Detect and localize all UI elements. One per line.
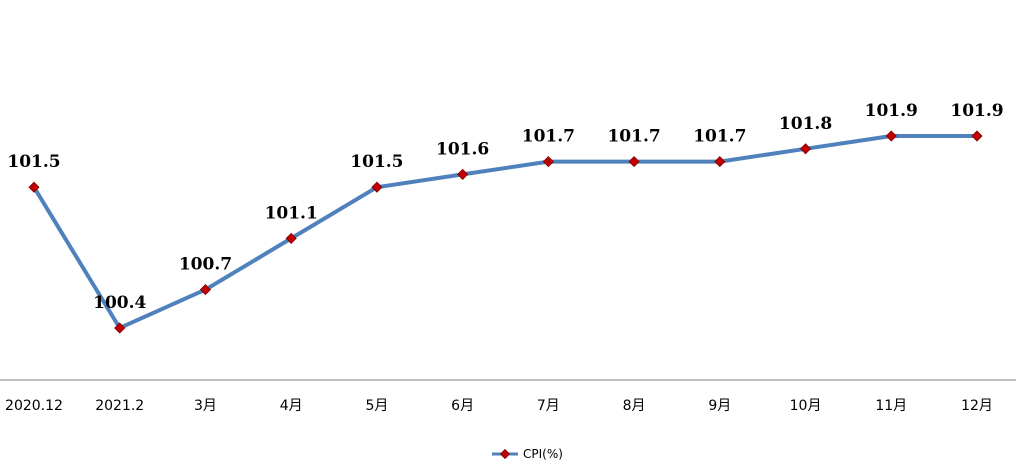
x-tick-label: 10月 — [790, 398, 822, 414]
data-label: 101.1 — [265, 203, 318, 223]
data-label: 100.4 — [93, 293, 146, 313]
x-tick-label: 5月 — [365, 398, 388, 414]
data-label: 100.7 — [179, 255, 232, 275]
x-tick-label: 2020.12 — [5, 398, 63, 414]
x-tick-label: 11月 — [875, 398, 907, 414]
series-markers — [28, 130, 983, 334]
data-label: 101.5 — [350, 152, 403, 172]
data-label: 101.7 — [522, 127, 575, 147]
x-axis-tick-labels: 2020.12 2021.2 3月 4月 5月 6月 7月 8月 9月 10月 11月 12月 — [5, 398, 993, 414]
data-label: 101.6 — [436, 139, 489, 159]
x-tick-label: 12月 — [961, 398, 993, 414]
data-labels: 101.5 100.4 100.7 101.1 101.5 101.6 101.7 101.7… — [7, 101, 1003, 313]
data-label: 101.9 — [950, 101, 1003, 121]
data-point-marker — [885, 130, 897, 142]
x-tick-label: 6月 — [451, 398, 474, 414]
data-label: 101.7 — [607, 127, 660, 147]
legend-entry-label: CPI(%) — [523, 447, 563, 461]
legend: CPI(%) — [492, 447, 563, 461]
data-point-marker — [285, 232, 297, 244]
x-tick-label: 4月 — [280, 398, 303, 414]
x-tick-label: 8月 — [623, 398, 646, 414]
data-point-marker — [542, 156, 554, 168]
legend-diamond-marker — [499, 448, 511, 460]
x-tick-label: 2021.2 — [95, 398, 144, 414]
data-label: 101.5 — [7, 152, 60, 172]
data-point-marker — [199, 284, 212, 296]
series-line-cpi — [32, 134, 979, 330]
data-label: 101.9 — [865, 101, 918, 121]
data-point-marker — [28, 181, 40, 193]
data-point-marker — [457, 168, 469, 180]
data-label: 101.8 — [779, 114, 832, 134]
x-tick-label: 7月 — [537, 398, 560, 414]
data-point-marker — [628, 156, 640, 168]
data-point-marker — [114, 322, 126, 334]
x-tick-label: 3月 — [194, 398, 217, 414]
data-point-marker — [371, 181, 383, 193]
data-point-marker — [799, 143, 812, 155]
x-tick-label: 9月 — [708, 398, 731, 414]
data-point-marker — [714, 156, 726, 168]
data-point-marker — [971, 130, 983, 142]
data-label: 101.7 — [693, 127, 746, 147]
